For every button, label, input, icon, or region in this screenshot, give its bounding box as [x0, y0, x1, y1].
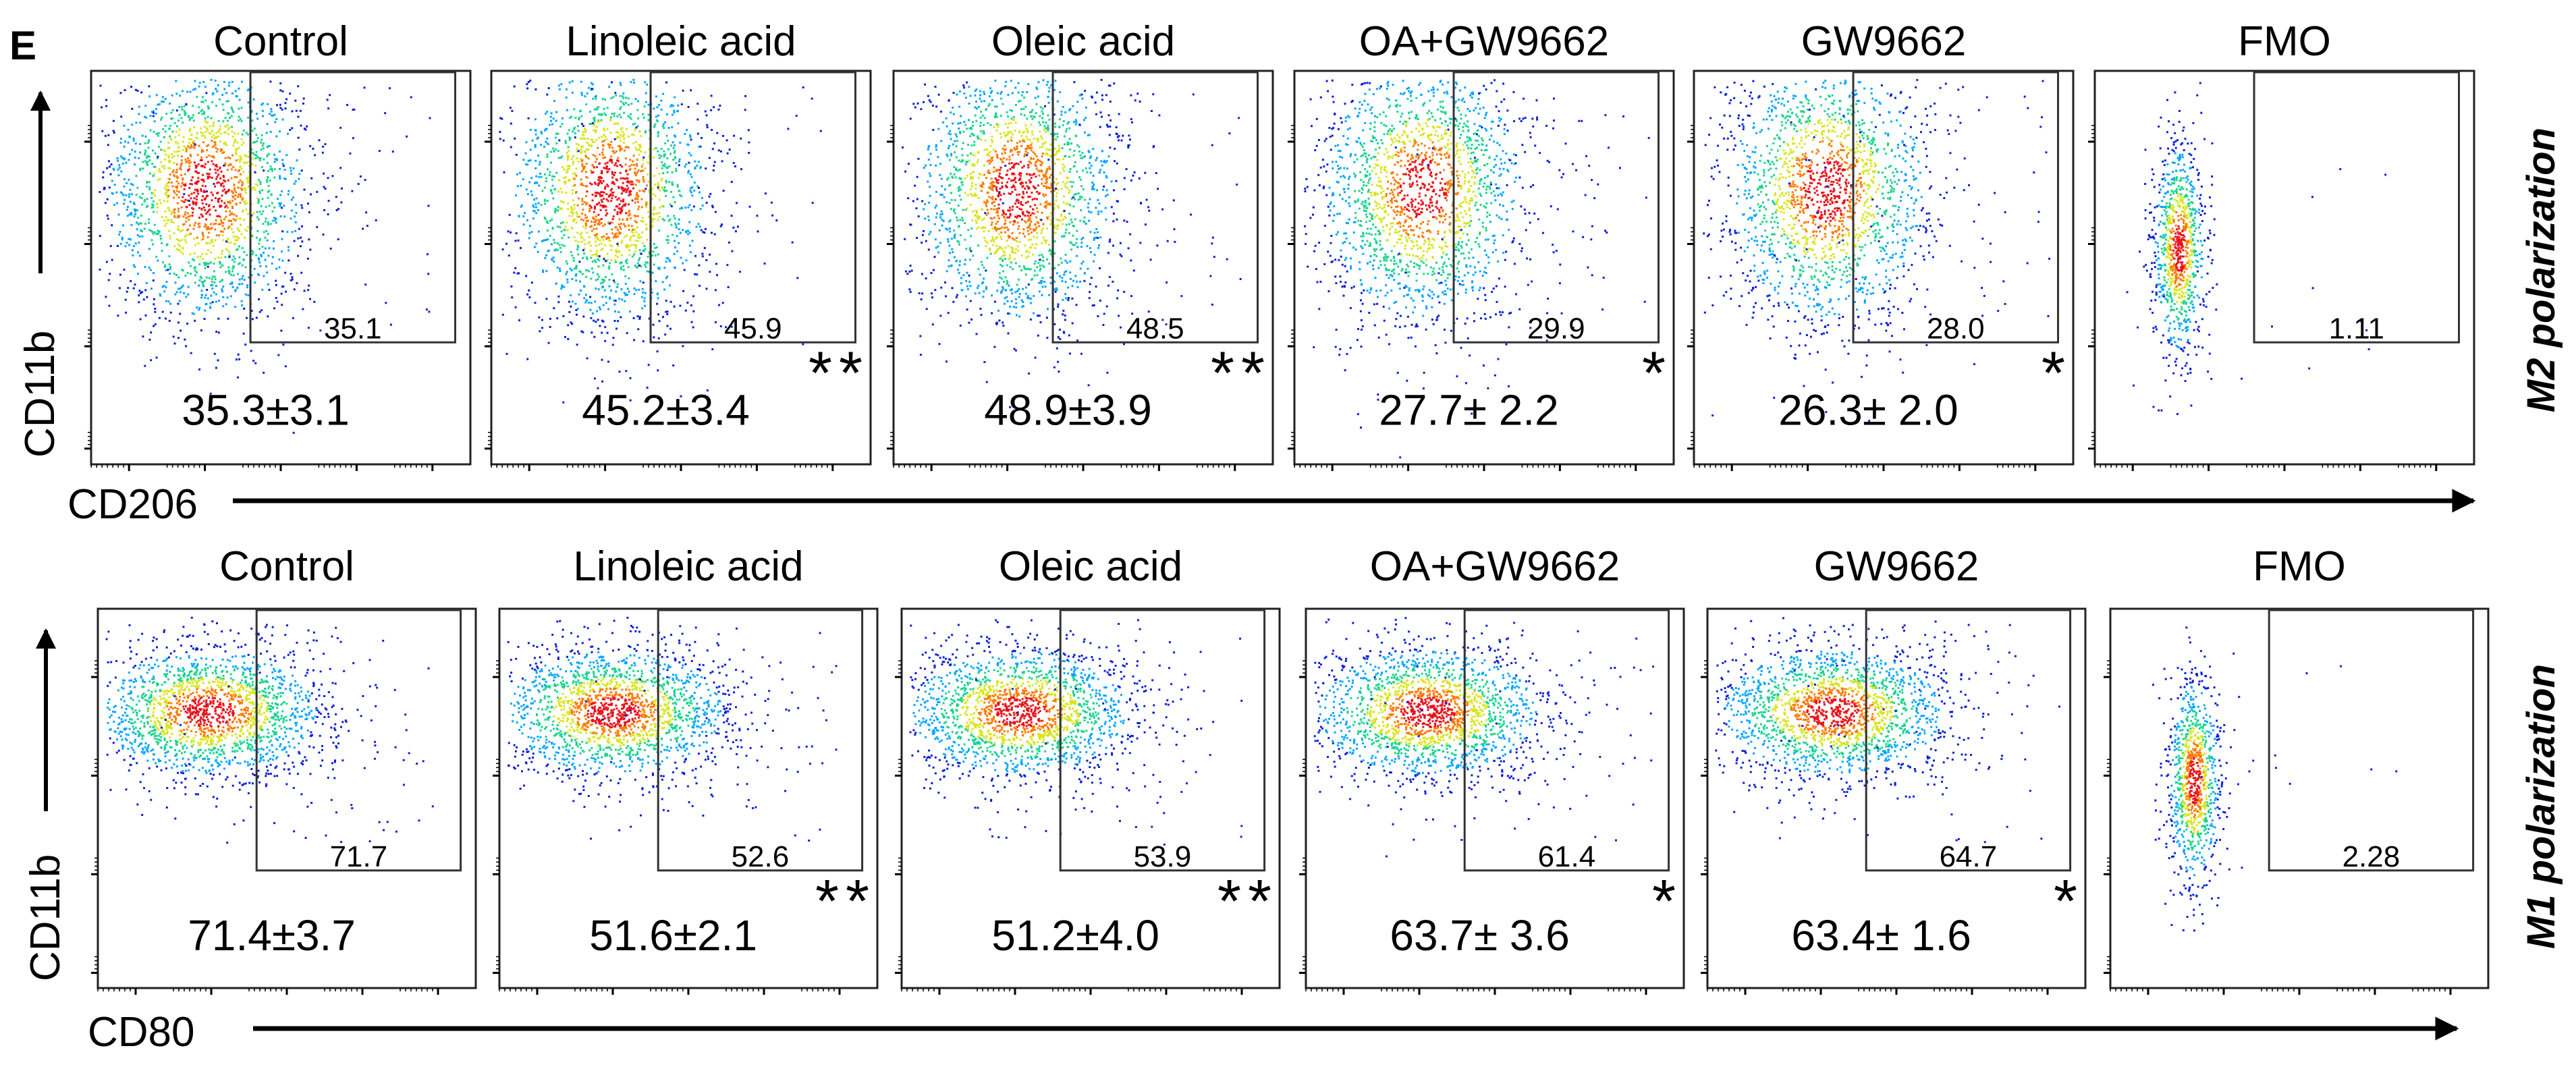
- plot-panel: FMO 2.28: [2104, 543, 2490, 995]
- gate-percentage: 2.28: [2342, 840, 2401, 873]
- scatter-density-cloud: [99, 78, 377, 434]
- scatter-density-cloud: [902, 78, 1193, 425]
- plot-panel: OA+GW9662 61.4 63.7± 3.6 *: [1299, 543, 1685, 995]
- panel-title: FMO: [2253, 543, 2346, 590]
- panel-title: Control: [213, 18, 348, 65]
- scatter-density-cloud: [1313, 617, 1622, 858]
- gate-percentage: 52.6: [732, 840, 790, 873]
- panel-title: Linoleic acid: [573, 543, 803, 590]
- panel-title: FMO: [2238, 18, 2331, 65]
- scatter-density-cloud: [1703, 79, 2000, 422]
- panel-title: OA+GW9662: [1370, 543, 1620, 590]
- gate-percentage: 48.5: [1126, 312, 1184, 345]
- gate-rectangle: [2253, 71, 2461, 344]
- significance-asterisks: *: [1642, 339, 1672, 407]
- significance-asterisks: **: [1211, 339, 1271, 407]
- gate-percentage: 64.7: [1940, 840, 1998, 873]
- significance-asterisks: *: [2041, 339, 2072, 407]
- plot-frame: [2109, 607, 2490, 989]
- x-axis-label: CD206: [67, 481, 198, 528]
- significance-asterisks: **: [809, 339, 869, 407]
- group-mean-sd: 27.7± 2.2: [1379, 386, 1558, 435]
- gate-percentage: 29.9: [1527, 312, 1585, 345]
- group-mean-sd: 51.6±2.1: [589, 911, 757, 960]
- scatter-density-cloud: [2137, 82, 2218, 415]
- plot-panel: Control 35.1 35.3±3.1: [84, 18, 472, 471]
- group-mean-sd: 26.3± 2.0: [1778, 386, 1958, 435]
- gate-rectangle: [1463, 609, 1670, 872]
- panel-title: OA+GW9662: [1359, 18, 1609, 65]
- gate-rectangle: [1852, 71, 2060, 344]
- scatter-density-cloud: [2152, 626, 2241, 932]
- plot-panel: Linoleic acid 45.9 45.2±3.4 **: [485, 18, 872, 471]
- panel-title: Oleic acid: [999, 543, 1182, 590]
- scatter-outliers: [559, 616, 838, 842]
- gate-rectangle: [1051, 71, 1259, 344]
- y-axis-label: CD11b: [17, 331, 63, 458]
- significance-asterisks: *: [1652, 868, 1682, 935]
- plot-panel: OA+GW9662 29.9 27.7± 2.2 *: [1288, 18, 1675, 471]
- gate-percentage: 28.0: [1927, 312, 1985, 345]
- plot-panel: Oleic acid 53.9 51.2±4.0 **: [895, 543, 1281, 995]
- plot-panel: GW9662 28.0 26.3± 2.0 *: [1687, 18, 2075, 471]
- gate-percentage: 45.9: [724, 312, 782, 345]
- panel-title: Linoleic acid: [566, 18, 796, 65]
- group-mean-sd: 35.3±3.1: [182, 386, 350, 435]
- gate-percentage: 71.7: [330, 840, 388, 873]
- scatter-outliers: [963, 86, 1242, 329]
- gate-rectangle: [1059, 609, 1266, 872]
- plot-panel: FMO 1.11: [2088, 18, 2475, 471]
- group-mean-sd: 63.4± 1.6: [1791, 911, 1971, 960]
- group-mean-sd: 71.4±3.7: [188, 911, 356, 960]
- plot-frame: [2093, 70, 2475, 466]
- plot-panel: Oleic acid 48.5 48.9±3.9 **: [887, 18, 1274, 471]
- scatter-outliers: [1780, 617, 2043, 844]
- panel-title: GW9662: [1814, 543, 1979, 590]
- panel-title: GW9662: [1801, 18, 1967, 65]
- row-polarization-label: M2 polarization: [2519, 128, 2563, 412]
- group-mean-sd: 51.2±4.0: [991, 911, 1159, 960]
- row-polarization-label: M1 polarization: [2519, 664, 2563, 949]
- significance-asterisks: **: [1217, 868, 1278, 935]
- gate-percentage: 1.11: [2329, 312, 2384, 345]
- panel-letter-label: E: [9, 23, 36, 68]
- gate-rectangle: [657, 609, 864, 872]
- significance-asterisks: *: [2054, 868, 2084, 935]
- gate-rectangle: [255, 609, 462, 872]
- significance-asterisks: **: [815, 868, 876, 935]
- plot-panel: Linoleic acid 52.6 51.6±2.1 **: [493, 543, 879, 995]
- group-mean-sd: 48.9±3.9: [984, 386, 1152, 435]
- scatter-outliers: [152, 86, 431, 327]
- y-axis-label: CD11b: [22, 854, 69, 981]
- panel-title: Oleic acid: [991, 18, 1175, 65]
- group-mean-sd: 63.7± 3.6: [1390, 911, 1569, 960]
- gate-percentage: 53.9: [1134, 840, 1192, 873]
- x-axis-label: CD80: [88, 1009, 195, 1056]
- plot-panel: GW9662 64.7 63.4± 1.6 *: [1701, 543, 2087, 995]
- scatter-density-cloud: [507, 620, 819, 828]
- gate-rectangle: [1865, 609, 2072, 872]
- gate-percentage: 35.1: [324, 312, 382, 345]
- panel-title: Control: [219, 543, 354, 590]
- group-mean-sd: 45.2±3.4: [582, 386, 750, 435]
- gate-percentage: 61.4: [1538, 840, 1596, 873]
- gate-rectangle: [2268, 609, 2475, 872]
- row-m1: CD11b CD80 M1 polarization Control 71.7 71.4±…: [22, 543, 2563, 1056]
- plot-panel: Control 71.7 71.4±3.7: [91, 543, 477, 995]
